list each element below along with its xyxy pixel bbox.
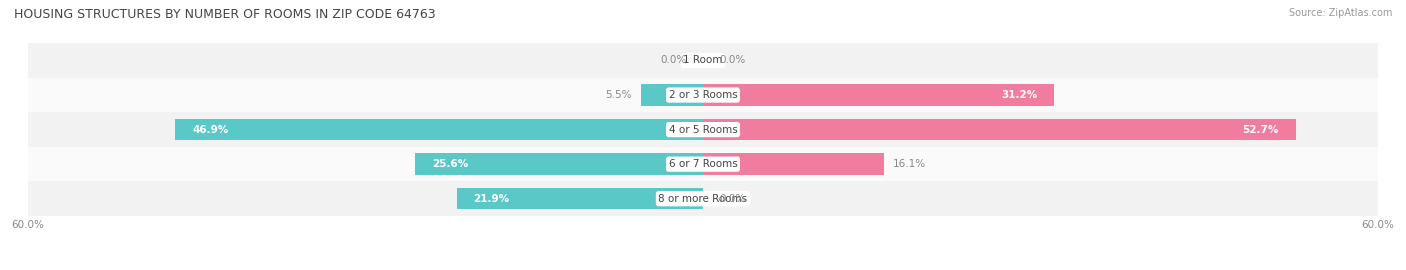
Bar bbox=[415, 153, 703, 175]
Text: 46.9%: 46.9% bbox=[193, 124, 229, 135]
Bar bbox=[457, 188, 703, 210]
Text: 2 or 3 Rooms: 2 or 3 Rooms bbox=[669, 90, 737, 100]
Text: 8 or more Rooms: 8 or more Rooms bbox=[658, 194, 748, 204]
Bar bbox=[28, 78, 1378, 112]
Bar bbox=[28, 43, 1378, 78]
Text: 0.0%: 0.0% bbox=[720, 194, 747, 204]
Bar bbox=[641, 84, 703, 106]
Bar bbox=[703, 119, 1296, 140]
Bar bbox=[28, 112, 1378, 147]
Text: HOUSING STRUCTURES BY NUMBER OF ROOMS IN ZIP CODE 64763: HOUSING STRUCTURES BY NUMBER OF ROOMS IN… bbox=[14, 8, 436, 21]
Text: 0.0%: 0.0% bbox=[659, 55, 686, 66]
Text: 1 Room: 1 Room bbox=[683, 55, 723, 66]
Text: 21.9%: 21.9% bbox=[474, 194, 509, 204]
Text: 5.5%: 5.5% bbox=[606, 90, 633, 100]
Text: 52.7%: 52.7% bbox=[1243, 124, 1279, 135]
Text: 6 or 7 Rooms: 6 or 7 Rooms bbox=[669, 159, 737, 169]
Bar bbox=[703, 153, 884, 175]
Text: 4 or 5 Rooms: 4 or 5 Rooms bbox=[669, 124, 737, 135]
Text: Source: ZipAtlas.com: Source: ZipAtlas.com bbox=[1288, 8, 1392, 18]
Text: 16.1%: 16.1% bbox=[893, 159, 927, 169]
Bar bbox=[28, 181, 1378, 216]
Text: 25.6%: 25.6% bbox=[432, 159, 468, 169]
Bar bbox=[176, 119, 703, 140]
Text: 31.2%: 31.2% bbox=[1001, 90, 1038, 100]
Bar bbox=[703, 84, 1054, 106]
Text: 0.0%: 0.0% bbox=[720, 55, 747, 66]
Bar bbox=[28, 147, 1378, 181]
